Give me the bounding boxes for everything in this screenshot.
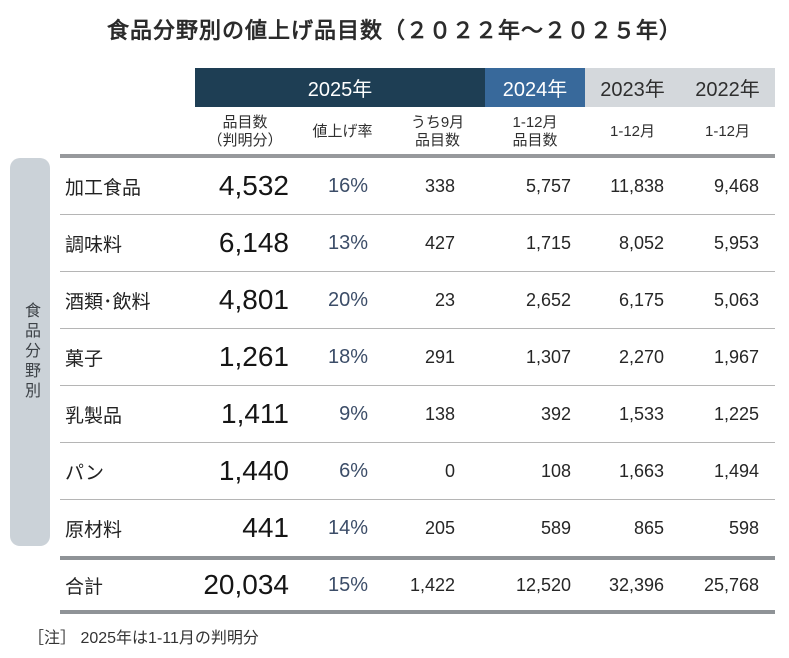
cell-2024-count: 2,652 [525, 289, 571, 310]
cell-september-count: 338 [424, 175, 455, 196]
cell-2024-count: 1,307 [525, 346, 571, 367]
cell-2023-count: 1,533 [618, 403, 664, 424]
table-row: 酒類･飲料 4,801 20% 23 2,652 6,175 5,063 [60, 272, 775, 329]
year-band-2025: 2025年 [195, 68, 485, 107]
column-header-2024-months: 1-12月 品目数 [512, 114, 558, 149]
row-label: パン [65, 462, 104, 484]
cell-rate: 9% [339, 402, 368, 425]
cell-2022-count: 1,225 [713, 403, 759, 424]
total-row: 合計 20,034 15% 1,422 12,520 32,396 25,768 [60, 556, 775, 614]
total-item-count: 20,034 [203, 569, 289, 600]
cell-2024-count: 108 [540, 460, 571, 481]
column-header-2022-months: 1-12月 [704, 122, 751, 140]
year-band-2023: 2023年 [585, 68, 680, 107]
cell-2023-count: 8,052 [618, 232, 664, 253]
table-row: 菓子 1,261 18% 291 1,307 2,270 1,967 [60, 329, 775, 386]
data-table: 2025年 2024年 2023年 2022年 品目数 （判明分） 値上げ率 う… [60, 68, 775, 614]
column-header-september: うち9月 品目数 [410, 114, 465, 149]
cell-september-count: 0 [444, 460, 455, 481]
row-label: 加工食品 [65, 177, 142, 199]
cell-2024-count: 1,715 [525, 232, 571, 253]
total-2022-count: 25,768 [703, 574, 759, 595]
column-header-spacer [60, 107, 195, 154]
footnote: ［注］ 2025年は1-11月の判明分 [28, 630, 259, 647]
cell-item-count: 1,261 [218, 341, 289, 372]
cell-item-count: 1,411 [221, 398, 289, 429]
cell-rate: 18% [327, 345, 368, 368]
column-header-rate: 値上げ率 [312, 122, 373, 140]
row-label: 酒類･飲料 [65, 291, 151, 313]
cell-item-count: 4,801 [218, 284, 289, 315]
cell-rate: 20% [327, 288, 368, 311]
cell-september-count: 427 [424, 232, 455, 253]
table-row: パン 1,440 6% 0 108 1,663 1,494 [60, 443, 775, 500]
total-september-count: 1,422 [409, 574, 455, 595]
table-row: 調味料 6,148 13% 427 1,715 8,052 5,953 [60, 215, 775, 272]
row-label: 調味料 [65, 234, 123, 256]
total-2023-count: 32,396 [608, 574, 664, 595]
cell-2024-count: 5,757 [525, 175, 571, 196]
year-band-row: 2025年 2024年 2023年 2022年 [60, 68, 775, 107]
cell-rate: 16% [327, 174, 368, 197]
category-axis-label: 食品分野別 [22, 302, 39, 402]
year-band-2024: 2024年 [485, 68, 585, 107]
cell-september-count: 291 [424, 346, 455, 367]
cell-item-count: 4,532 [218, 170, 289, 201]
total-2024-count: 12,520 [515, 574, 571, 595]
total-row-label: 合計 [65, 576, 104, 598]
category-axis-band: 食品分野別 [10, 158, 50, 546]
cell-2022-count: 5,953 [713, 232, 759, 253]
column-header-item-count: 品目数 （判明分） [207, 114, 283, 149]
cell-september-count: 138 [424, 403, 455, 424]
row-label: 乳製品 [65, 405, 123, 427]
cell-2022-count: 1,494 [713, 460, 759, 481]
cell-2023-count: 11,838 [610, 175, 664, 196]
table-body: 加工食品 4,532 16% 338 5,757 11,838 9,468 調味… [60, 158, 775, 556]
cell-item-count: 441 [242, 512, 289, 543]
year-band-2022: 2022年 [680, 68, 775, 107]
cell-rate: 6% [339, 459, 368, 482]
column-header-2023-months: 1-12月 [609, 122, 656, 140]
cell-2023-count: 865 [633, 517, 664, 538]
cell-item-count: 1,440 [218, 455, 289, 486]
table-row: 原材料 441 14% 205 589 865 598 [60, 500, 775, 556]
cell-rate: 14% [327, 516, 368, 539]
total-rate: 15% [327, 573, 368, 596]
page-title: 食品分野別の値上げ品目数（２０２２年～２０２５年） [106, 18, 682, 43]
cell-2022-count: 5,063 [713, 289, 759, 310]
row-label: 菓子 [65, 348, 104, 370]
cell-september-count: 23 [434, 289, 455, 310]
cell-2023-count: 6,175 [618, 289, 664, 310]
cell-item-count: 6,148 [218, 227, 289, 258]
cell-rate: 13% [327, 231, 368, 254]
cell-september-count: 205 [424, 517, 455, 538]
cell-2023-count: 1,663 [618, 460, 664, 481]
cell-2024-count: 392 [540, 403, 571, 424]
cell-2022-count: 9,468 [713, 175, 759, 196]
cell-2024-count: 589 [540, 517, 571, 538]
table-row: 加工食品 4,532 16% 338 5,757 11,838 9,468 [60, 158, 775, 215]
cell-2022-count: 598 [728, 517, 759, 538]
table-row: 乳製品 1,411 9% 138 392 1,533 1,225 [60, 386, 775, 443]
cell-2022-count: 1,967 [713, 346, 759, 367]
column-header-row: 品目数 （判明分） 値上げ率 うち9月 品目数 1-12月 品目数 1-12月 … [60, 107, 775, 158]
row-label: 原材料 [65, 519, 123, 541]
cell-2023-count: 2,270 [618, 346, 664, 367]
